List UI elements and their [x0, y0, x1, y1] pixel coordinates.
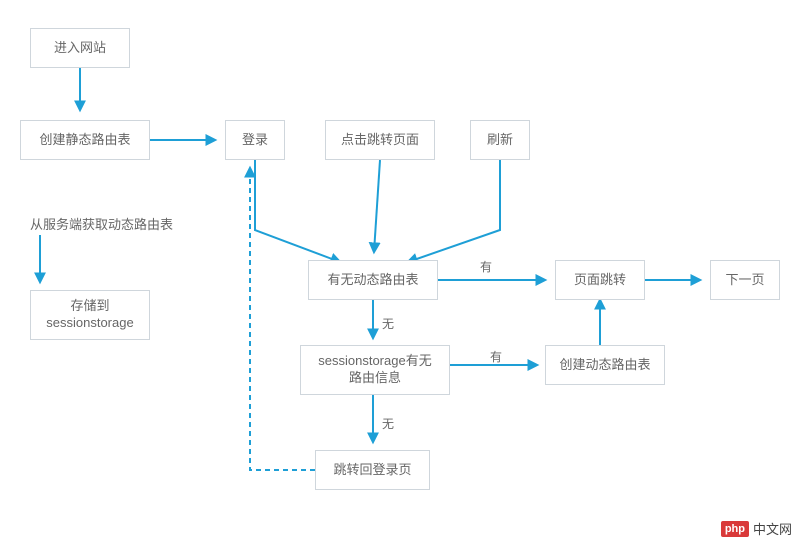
node-enter-site: 进入网站	[30, 28, 130, 68]
edge-label-sess-no: 无	[382, 415, 394, 432]
node-create-static: 创建静态路由表	[20, 120, 150, 160]
edge-label-sess-yes: 有	[490, 348, 502, 365]
node-back-login: 跳转回登录页	[315, 450, 430, 490]
watermark-logo: php 中文网	[721, 519, 792, 538]
node-refresh: 刷新	[470, 120, 530, 160]
logo-text: 中文网	[753, 519, 792, 538]
logo-badge: php	[721, 521, 749, 537]
node-next-page: 下一页	[710, 260, 780, 300]
node-create-dynamic: 创建动态路由表	[545, 345, 665, 385]
edge-label-hasdyn-no: 无	[382, 315, 394, 332]
node-page-jump: 页面跳转	[555, 260, 645, 300]
node-login: 登录	[225, 120, 285, 160]
node-store-session: 存储到sessionstorage	[30, 290, 150, 340]
node-has-dynamic: 有无动态路由表	[308, 260, 438, 300]
node-session-has: sessionstorage有无路由信息	[300, 345, 450, 395]
node-fetch-label: 从服务端获取动态路由表	[30, 215, 190, 235]
node-click-jump: 点击跳转页面	[325, 120, 435, 160]
edge-label-hasdyn-yes: 有	[480, 258, 492, 275]
